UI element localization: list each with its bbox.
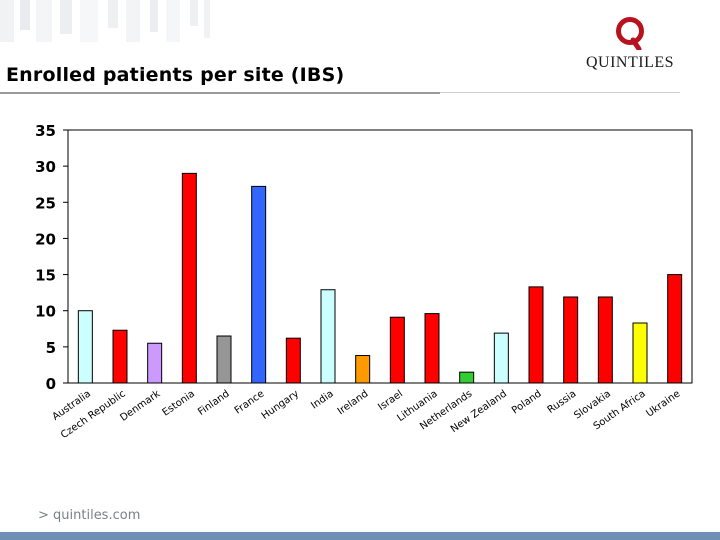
x-tick-label: Finland <box>196 388 232 418</box>
bar-india <box>320 289 336 384</box>
bar-lithuania <box>424 313 440 384</box>
bar-russia <box>563 296 579 384</box>
bar-australia <box>77 310 93 384</box>
bar-ireland <box>355 355 371 384</box>
logo-wordmark: QUINTILES <box>585 54 675 71</box>
bar-hungary <box>285 337 301 384</box>
footer-bar <box>0 532 720 540</box>
bar-finland <box>216 335 232 384</box>
x-tick-label: Hungary <box>260 388 301 422</box>
header-decoration <box>0 0 210 42</box>
y-tick-label: 20 <box>35 230 56 248</box>
y-tick-label: 5 <box>46 339 56 357</box>
y-tick-label: 25 <box>35 194 56 212</box>
x-tick-label: Poland <box>510 388 544 416</box>
bar-ukraine <box>667 274 683 384</box>
bar-slovakia <box>597 296 613 384</box>
bar-netherlands <box>459 371 475 384</box>
bar-new-zealand <box>493 332 509 384</box>
x-tick-label: Ukraine <box>644 388 682 419</box>
bar-poland <box>528 286 544 384</box>
title-underline <box>0 92 440 94</box>
y-tick-label: 0 <box>46 375 56 393</box>
page-title: Enrolled patients per site (IBS) <box>6 64 345 86</box>
bar-south-africa <box>632 322 648 384</box>
bar-estonia <box>181 172 197 384</box>
company-logo: QUINTILES <box>580 16 680 74</box>
y-tick-label: 35 <box>35 122 56 140</box>
footer-url: > quintiles.com <box>38 508 141 523</box>
bar-czech-republic <box>112 329 128 384</box>
x-tick-label: Estonia <box>161 388 197 418</box>
x-tick-label: Israel <box>376 388 405 413</box>
plot-area <box>67 129 693 384</box>
enrollment-bar-chart: 0 5 10 15 20 25 30 35 Australia Czech Republic Den… <box>0 110 720 470</box>
bar-israel <box>389 316 405 384</box>
x-tick-label: Ireland <box>336 388 371 417</box>
y-tick-label: 30 <box>35 158 56 176</box>
quintiles-q-icon <box>616 17 644 50</box>
y-tick-label: 10 <box>35 303 56 321</box>
header-divider <box>440 92 680 93</box>
y-tick-label: 15 <box>35 267 56 285</box>
x-tick-label: India <box>309 388 335 411</box>
bar-france <box>251 185 267 384</box>
bar-denmark <box>147 342 163 384</box>
